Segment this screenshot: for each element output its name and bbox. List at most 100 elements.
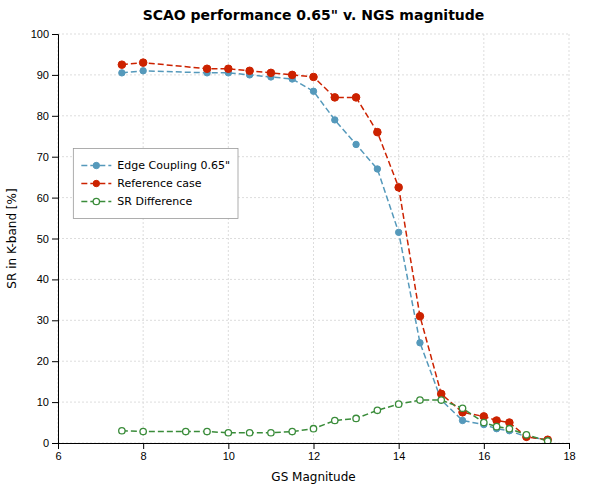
tick: 60 xyxy=(37,192,58,204)
tick-label: 80 xyxy=(37,110,49,122)
chart: 6810121416180102030405060708090100Edge C… xyxy=(0,0,591,491)
tick-mark xyxy=(52,402,58,403)
point xyxy=(289,428,295,434)
grid xyxy=(58,34,569,443)
tick: 40 xyxy=(37,273,58,285)
grid-line xyxy=(58,279,569,280)
point xyxy=(352,94,360,102)
tick-label: 14 xyxy=(393,450,405,462)
tick-mark xyxy=(52,279,58,280)
point xyxy=(225,65,233,73)
point xyxy=(118,61,126,69)
tick: 80 xyxy=(37,110,58,122)
tick-mark xyxy=(52,75,58,76)
tick-label: 10 xyxy=(223,450,235,462)
tick-label: 90 xyxy=(37,69,49,81)
point xyxy=(310,73,318,81)
point xyxy=(332,117,338,123)
title: SCAO performance 0.65" v. NGS magnitude xyxy=(143,7,485,23)
grid-line xyxy=(58,320,569,321)
point xyxy=(459,417,465,423)
tick: 100 xyxy=(31,28,58,40)
legend-item: Edge Coupling 0.65" xyxy=(81,159,230,172)
legend-item: Reference case xyxy=(81,177,201,190)
point xyxy=(493,423,499,429)
y-axis: 0102030405060708090100 xyxy=(31,28,59,449)
point xyxy=(203,65,211,73)
point xyxy=(395,184,403,192)
tick: 90 xyxy=(37,69,58,81)
point xyxy=(544,436,552,443)
grid-line xyxy=(58,238,569,239)
tick: 8 xyxy=(141,443,147,462)
point xyxy=(459,405,465,411)
grid-line xyxy=(313,34,314,443)
point xyxy=(481,419,487,425)
point xyxy=(416,312,424,320)
tick: 12 xyxy=(308,443,320,462)
tick: 6 xyxy=(55,443,61,462)
x-axis-title: GS Magnitude xyxy=(271,470,355,484)
point xyxy=(506,425,512,431)
series-line xyxy=(122,63,548,440)
tick: 10 xyxy=(223,443,235,462)
point xyxy=(332,417,338,423)
point xyxy=(417,340,423,346)
tick-label: 18 xyxy=(563,450,575,462)
legend-item: SR Difference xyxy=(81,195,192,208)
point xyxy=(310,425,316,431)
tick-label: 70 xyxy=(37,151,49,163)
tick-label: 10 xyxy=(37,396,49,408)
point xyxy=(225,430,231,436)
tick: 20 xyxy=(37,355,58,367)
series-line xyxy=(122,71,548,440)
point xyxy=(268,430,274,436)
tick-label: 40 xyxy=(37,273,49,285)
legend-label: Edge Coupling 0.65" xyxy=(117,159,230,172)
tick-mark xyxy=(52,116,58,117)
tick-label: 60 xyxy=(37,192,49,204)
tick: 30 xyxy=(37,314,58,326)
x-axis: 6 8 10 12 14 16 18 xyxy=(55,443,575,462)
tick-label: 6 xyxy=(55,450,61,462)
point xyxy=(183,428,189,434)
tick-mark xyxy=(52,198,58,199)
legend-marker xyxy=(93,180,99,186)
point xyxy=(417,397,423,403)
series-line xyxy=(122,400,548,441)
point xyxy=(246,430,252,436)
point xyxy=(246,67,254,75)
legend-label: Reference case xyxy=(117,177,201,190)
point xyxy=(438,397,444,403)
legend-label: SR Difference xyxy=(117,195,192,208)
tick-label: 20 xyxy=(37,355,49,367)
tick-label: 100 xyxy=(31,28,49,40)
legend-marker xyxy=(93,162,99,168)
tick-mark xyxy=(52,443,58,444)
tick: 70 xyxy=(37,151,58,163)
point xyxy=(267,69,275,77)
tick-mark xyxy=(569,443,570,449)
tick-label: 8 xyxy=(141,450,147,462)
grid-line xyxy=(58,34,569,35)
grid-line xyxy=(58,402,569,403)
tick-mark xyxy=(52,239,58,240)
tick-label: 16 xyxy=(478,450,490,462)
tick-mark xyxy=(52,34,58,35)
tick: 16 xyxy=(478,443,490,462)
grid-line xyxy=(58,361,569,362)
tick-mark xyxy=(52,157,58,158)
tick-mark xyxy=(52,361,58,362)
point xyxy=(353,141,359,147)
point xyxy=(140,428,146,434)
point xyxy=(395,229,401,235)
tick: 10 xyxy=(37,396,58,408)
tick-mark xyxy=(314,443,315,449)
tick-label: 50 xyxy=(37,233,49,245)
tick-mark xyxy=(484,443,485,449)
point xyxy=(310,88,316,94)
point xyxy=(545,438,551,443)
tick-mark xyxy=(399,443,400,449)
point xyxy=(523,432,529,438)
point xyxy=(119,428,125,434)
